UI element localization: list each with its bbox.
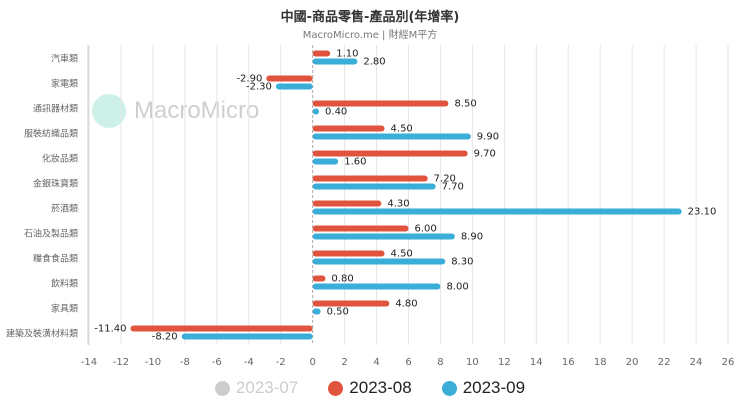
y-category-label: 金銀珠寶類 xyxy=(33,178,78,190)
x-tick-label: 18 xyxy=(594,357,607,368)
x-tick-label: -12 xyxy=(113,357,129,368)
data-label: 7.20 xyxy=(434,174,456,185)
x-tick-label: 14 xyxy=(530,357,543,368)
data-label: -2.30 xyxy=(246,82,272,93)
data-label: 8.30 xyxy=(451,257,473,268)
x-tick-label: 0 xyxy=(309,357,315,368)
bar-2023-08[interactable] xyxy=(312,150,468,157)
x-tick-label: -4 xyxy=(244,357,254,368)
x-tick-label: -14 xyxy=(81,357,97,368)
bar-2023-09[interactable] xyxy=(312,133,471,140)
watermark-logo-icon xyxy=(92,94,126,128)
y-category-label: 糧食食品類 xyxy=(33,253,78,265)
x-tick-label: 4 xyxy=(373,357,379,368)
x-tick-label: 26 xyxy=(722,357,735,368)
x-tick-label: 10 xyxy=(466,357,479,368)
legend-marker-icon xyxy=(214,380,230,396)
data-label: 4.50 xyxy=(391,124,413,135)
bar-2023-09[interactable] xyxy=(275,83,313,90)
bar-2023-09[interactable] xyxy=(181,333,313,340)
bar-2023-08[interactable] xyxy=(266,75,313,82)
legend-label: 2023-07 xyxy=(235,378,299,397)
y-category-label: 石油及製品類 xyxy=(24,228,78,240)
bar-2023-08[interactable] xyxy=(312,100,449,107)
legend-marker-icon xyxy=(441,380,457,396)
bar-2023-08[interactable] xyxy=(312,275,326,282)
data-label: 4.80 xyxy=(395,299,417,310)
legend-label: 2023-08 xyxy=(349,378,412,397)
x-tick-label: 16 xyxy=(562,357,575,368)
y-category-label: 家具類 xyxy=(51,303,78,315)
bar-2023-09[interactable] xyxy=(312,158,339,165)
watermark: MacroMicro xyxy=(92,94,259,128)
bar-2023-09[interactable] xyxy=(312,233,455,240)
bar-2023-09[interactable] xyxy=(312,108,320,115)
data-label: 6.00 xyxy=(415,224,437,235)
bar-2023-08[interactable] xyxy=(312,175,428,182)
data-label: -2.90 xyxy=(236,74,262,85)
bar-2023-08[interactable] xyxy=(312,125,385,132)
data-label: 4.50 xyxy=(391,249,413,260)
x-tick-label: -8 xyxy=(180,357,190,368)
y-category-label: 菸酒類 xyxy=(51,203,78,215)
legend-marker-icon xyxy=(328,380,344,396)
data-label: 4.30 xyxy=(387,199,409,210)
bar-2023-08[interactable] xyxy=(312,50,331,57)
bar-2023-08[interactable] xyxy=(312,200,382,207)
data-label: 9.70 xyxy=(474,149,496,160)
data-label: -11.40 xyxy=(94,324,126,335)
bar-2023-09[interactable] xyxy=(312,208,682,215)
x-tick-label: 22 xyxy=(658,357,671,368)
x-tick-label: -2 xyxy=(276,357,286,368)
data-label: 8.00 xyxy=(446,282,468,293)
x-tick-label: 2 xyxy=(341,357,347,368)
legend-label: 2023-09 xyxy=(462,378,526,397)
x-tick-label: 24 xyxy=(690,357,703,368)
data-label: 0.80 xyxy=(331,274,353,285)
bar-2023-09[interactable] xyxy=(312,58,358,65)
chart-title: 中國-商品零售-產品別(年增率) xyxy=(280,10,460,25)
bar-2023-08[interactable] xyxy=(312,250,385,257)
data-label: 2.80 xyxy=(363,57,385,68)
data-label: 1.10 xyxy=(336,49,358,60)
data-label: 9.90 xyxy=(477,132,499,143)
x-tick-label: 12 xyxy=(498,357,511,368)
bar-2023-08[interactable] xyxy=(312,300,390,307)
watermark-text: MacroMicro xyxy=(134,97,260,124)
data-label: 0.40 xyxy=(325,107,347,118)
x-tick-label: -6 xyxy=(212,357,222,368)
data-label: -8.20 xyxy=(152,332,178,343)
bar-2023-08[interactable] xyxy=(130,325,313,332)
legend: 2023-07 2023-08 2023-09 xyxy=(0,378,740,398)
data-label: 7.70 xyxy=(442,182,464,193)
y-category-label: 通訊器材類 xyxy=(33,103,78,115)
x-tick-label: 20 xyxy=(626,357,639,368)
bar-2023-09[interactable] xyxy=(312,258,446,265)
data-label: 8.50 xyxy=(454,99,476,110)
y-category-label: 服裝紡織品類 xyxy=(24,128,78,140)
x-tick-label: -10 xyxy=(145,357,161,368)
y-category-label: 家電類 xyxy=(51,78,78,90)
y-category-label: 飲料類 xyxy=(51,278,78,290)
bar-2023-09[interactable] xyxy=(312,183,436,190)
data-label: 8.90 xyxy=(461,232,483,243)
bar-2023-08[interactable] xyxy=(312,225,409,232)
x-tick-label: 8 xyxy=(437,357,443,368)
x-tick-label: 6 xyxy=(405,357,411,368)
y-category-label: 化妝品類 xyxy=(42,153,78,165)
data-label: 1.60 xyxy=(344,157,366,168)
chart-subtitle: MacroMicro.me | 財經M平方 xyxy=(302,30,438,41)
y-category-label: 汽車類 xyxy=(51,53,78,65)
y-category-label: 建築及裝潢材料類 xyxy=(6,328,78,340)
legend-item-2023-09[interactable]: 2023-09 xyxy=(441,378,526,398)
bar-2023-09[interactable] xyxy=(312,308,321,315)
data-label: 23.10 xyxy=(688,207,717,218)
data-label: 0.50 xyxy=(327,307,349,318)
legend-item-2023-07[interactable]: 2023-07 xyxy=(214,378,299,398)
bar-2023-09[interactable] xyxy=(312,283,441,290)
legend-item-2023-08[interactable]: 2023-08 xyxy=(328,378,412,398)
